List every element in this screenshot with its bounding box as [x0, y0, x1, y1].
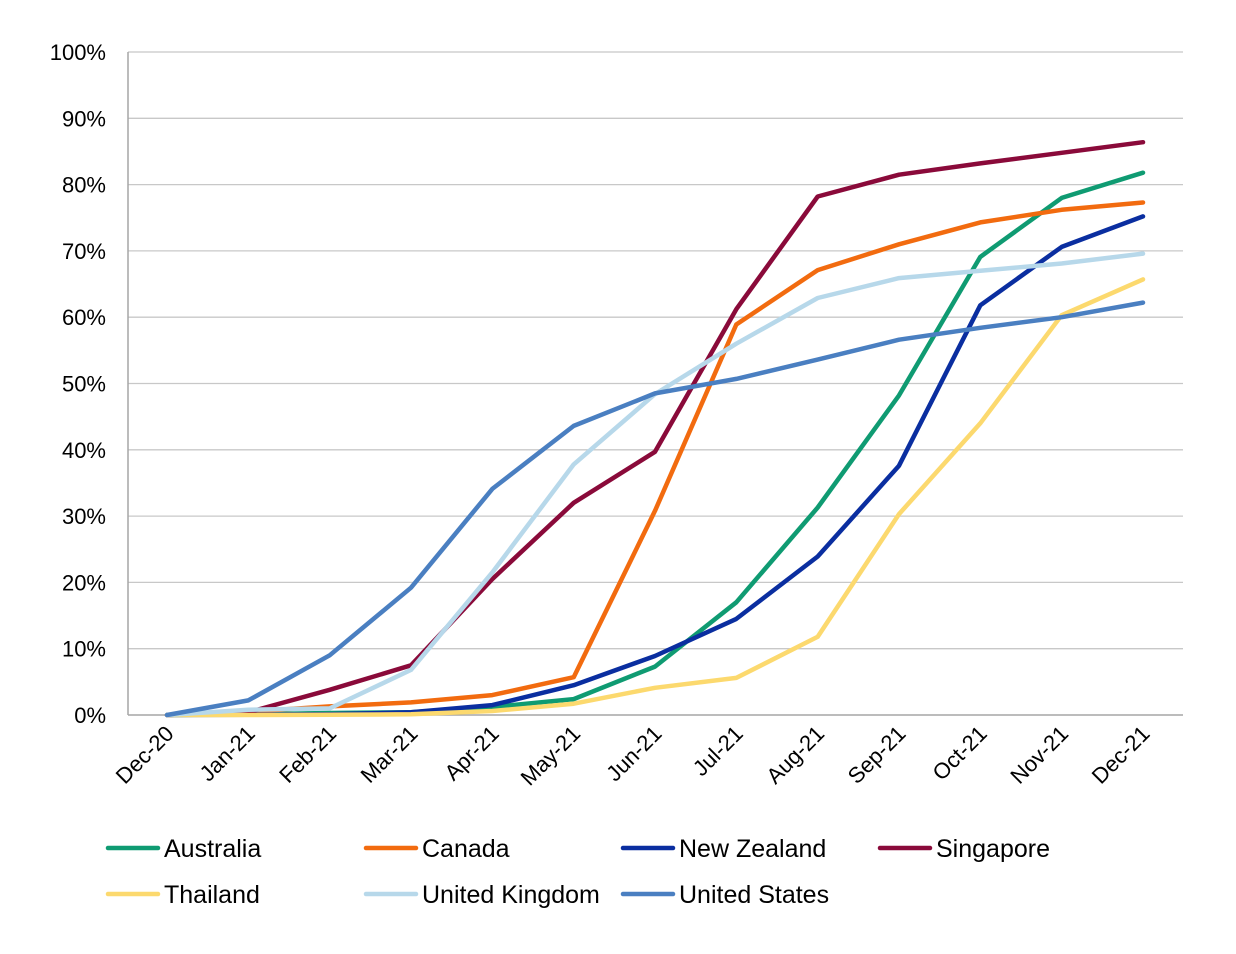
- series-line-canada: [164, 200, 1146, 718]
- series-line-australia: [164, 170, 1146, 718]
- y-tick-label: 50%: [62, 372, 106, 397]
- x-tick-label: Aug-21: [761, 721, 829, 789]
- x-tick-label: Dec-20: [111, 721, 179, 789]
- series-line-united-states: [164, 300, 1146, 718]
- y-tick-label: 0%: [74, 703, 106, 728]
- legend-label-new-zealand: New Zealand: [679, 835, 826, 863]
- y-tick-label: 70%: [62, 239, 106, 264]
- series-line-new-zealand: [164, 214, 1146, 718]
- x-tick-label: Jul-21: [688, 721, 748, 781]
- x-axis-ticks: Dec-20 Jan-21 Feb-21 Mar-21 Apr-21 May-21 Jun-…: [111, 721, 1155, 791]
- series-lines: [164, 139, 1146, 718]
- x-tick-label: Mar-21: [356, 721, 423, 788]
- y-tick-label: 10%: [62, 637, 106, 662]
- series-line-singapore: [164, 139, 1146, 718]
- series-line-united-kingdom: [164, 251, 1146, 718]
- legend-label-australia: Australia: [164, 835, 261, 863]
- y-tick-label: 40%: [62, 438, 106, 463]
- x-tick-label: Jun-21: [601, 721, 666, 786]
- y-tick-label: 100%: [50, 40, 106, 65]
- y-tick-label: 90%: [62, 106, 106, 131]
- legend-label-singapore: Singapore: [936, 835, 1050, 863]
- x-tick-label: Dec-21: [1087, 721, 1155, 789]
- y-tick-label: 80%: [62, 173, 106, 198]
- x-tick-label: Feb-21: [274, 721, 341, 788]
- legend-label-united-kingdom: United Kingdom: [422, 881, 600, 909]
- x-tick-label: May-21: [516, 721, 586, 791]
- legend-label-united-states: United States: [679, 881, 829, 909]
- gridlines: [127, 51, 1183, 716]
- x-tick-label: Nov-21: [1005, 721, 1073, 789]
- series-line-thailand: [164, 277, 1146, 718]
- x-tick-label: Jan-21: [195, 721, 260, 786]
- y-tick-label: 60%: [62, 305, 106, 330]
- y-axis-ticks: 0% 10% 20% 30% 40% 50% 60% 70% 80% 90% 100%: [50, 40, 106, 728]
- legend: Australia Canada New Zealand Singapore Thail…: [105, 835, 1050, 909]
- y-tick-label: 20%: [62, 570, 106, 595]
- x-tick-label: Sep-21: [843, 721, 911, 789]
- legend-label-canada: Canada: [422, 835, 510, 863]
- x-tick-label: Apr-21: [439, 721, 503, 785]
- x-tick-label: Oct-21: [928, 721, 992, 785]
- legend-label-thailand: Thailand: [164, 881, 260, 909]
- y-tick-label: 30%: [62, 504, 106, 529]
